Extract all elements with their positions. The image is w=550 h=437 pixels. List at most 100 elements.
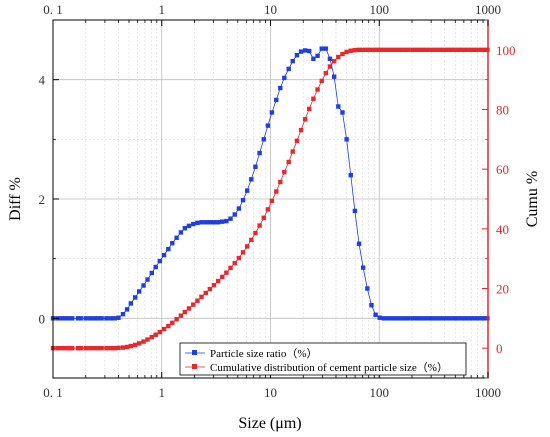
cumulative-point [66,345,72,351]
cumulative-point [323,70,329,76]
cumulative-point [298,127,304,133]
particle-size-ratio-point [104,316,109,321]
particle-size-ratio-point [59,316,64,321]
cumulative-point [414,47,420,53]
particle-size-ratio-point [249,177,254,182]
particle-size-ratio-point [356,241,362,246]
particle-size-ratio-point [286,66,291,72]
cumulative-point [447,47,453,53]
legend: Particle size ratio（%） Cumulative distri… [179,342,467,376]
cumulative-point [120,345,126,350]
particle-size-ratio-point [199,220,204,225]
cumulative-point [182,309,188,315]
y-right-tick-label: 20 [496,282,509,297]
particle-size-ratio-point [174,235,179,240]
cumulative-point [232,260,237,266]
y-right-tick-label: 60 [496,162,509,177]
cumulative-point [369,47,374,53]
x-tick-label-top: 100 [370,2,390,17]
y-right-tick-label: 40 [496,222,509,237]
particle-size-ratio-point [112,316,117,321]
particle-size-ratio-point [398,316,403,321]
particle-size-ratio-point [290,58,295,64]
cumulative-point [315,87,320,92]
y-right-tick-label: 80 [496,103,509,118]
cumulative-point [178,313,184,318]
particle-size-ratio-point [182,226,188,231]
particle-size-ratio-point [369,303,374,308]
cumulative-point [398,47,403,53]
particle-size-ratio-point [331,74,337,79]
cumulative-point [365,47,370,53]
cumulative-point [186,306,192,311]
particle-size-ratio-point [69,316,75,321]
cumulative-point [104,345,109,351]
particle-size-ratio-point [211,220,217,225]
particle-size-ratio-point [232,212,237,217]
particle-size-ratio-point [145,277,150,282]
cumulative-point [174,317,179,322]
cumulative-point [476,47,482,53]
particle-size-ratio-point [63,316,68,321]
particle-size-ratio-point [389,316,395,321]
particle-size-ratio-point [427,316,432,321]
x-tick-label-bottom: 10 [264,385,277,400]
cumulative-point [78,345,83,351]
particle-size-ratio-point [336,104,341,109]
x-tick-label-top: 1 [159,2,166,17]
cumulative-point [92,345,97,351]
particle-size-ratio-point [468,316,474,321]
cumulative-point [161,326,167,332]
particle-size-ratio-point [307,48,312,54]
cumulative-point [83,345,88,351]
cumulative-point [360,47,366,53]
cumulative-point [340,51,345,57]
cumulative-point [418,47,424,53]
particle-size-ratio-point [365,286,370,291]
particle-size-ratio-point [439,316,444,321]
cumulative-point [410,47,416,53]
cumulative-point [153,332,158,337]
cumulative-point [211,283,217,288]
particle-size-ratio-point [282,75,287,81]
cumulative-point [59,345,64,351]
cumulative-point [456,47,461,53]
x-tick-label-bottom: 100 [370,385,390,400]
particle-size-ratio-point [224,218,229,224]
cumulative-point [344,49,349,55]
cumulative-point [356,47,362,53]
particle-size-ratio-point [124,307,130,312]
particle-size-ratio-point [481,316,486,321]
x-tick-label-bottom: 0. 1 [43,385,63,400]
particle-size-ratio-point [203,220,208,225]
x-tick-label-top: 1000 [475,2,501,17]
cumulative-point [352,47,358,53]
cumulative-point [435,47,440,53]
cumulative-point [108,345,113,351]
particle-size-ratio-point [352,208,358,214]
cumulative-point [348,48,353,53]
cumulative-point [240,250,246,255]
particle-size-ratio-point [244,188,250,193]
cumulative-point [203,290,208,296]
particle-size-ratio-point [348,172,353,178]
cumulative-point [302,117,308,122]
cumulative-point [133,342,138,348]
cumulative-point [319,78,324,84]
cumulative-point [331,58,337,64]
particle-size-ratio-point [340,110,345,115]
cumulative-point [443,47,449,53]
x-axis-title: Size (μm) [238,415,301,432]
cumulative-point [336,54,341,60]
series-cumulative-distribution [50,47,490,351]
cumulative-point [269,198,275,203]
x-tick-label-top: 0. 1 [43,2,63,17]
particle-size-ratio-point [166,246,171,252]
particle-size-ratio-point [464,316,469,321]
cumulative-point [63,345,68,351]
particle-size-ratio-point [153,264,158,270]
particle-size-ratio-point [456,316,461,321]
cumulative-point [290,149,295,154]
legend-label-diff: Particle size ratio（%） [210,347,318,360]
cumulative-point [327,64,333,69]
